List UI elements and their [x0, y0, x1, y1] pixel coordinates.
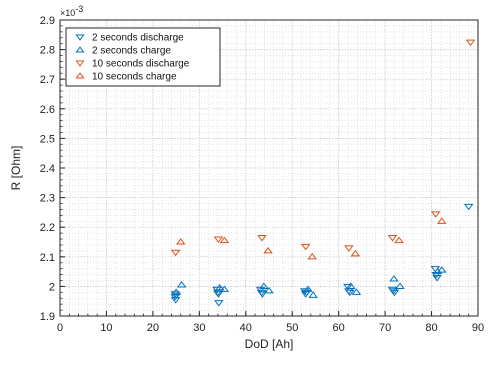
data-point-series-1 [463, 203, 474, 211]
data-point-series-2 [171, 288, 181, 295]
data-point-series-2 [351, 288, 362, 295]
data-point-series-2 [395, 282, 405, 289]
y-tick-label: 2 [49, 281, 55, 293]
x-tick-label: 30 [193, 322, 205, 334]
data-point-series-3 [300, 243, 311, 251]
data-point-series-3 [213, 236, 224, 243]
x-tick-label: 40 [240, 322, 252, 334]
data-point-series-1 [345, 289, 355, 297]
legend-marker [75, 60, 85, 67]
y-tick-label: 2.4 [40, 163, 55, 175]
data-point-series-1 [171, 292, 181, 300]
y-axis-exponent-power: -3 [75, 4, 83, 14]
y-tick-label: 1.9 [40, 311, 55, 323]
y-tick-label: 2.5 [40, 133, 55, 145]
legend-label: 2 seconds discharge [92, 33, 184, 44]
legend-marker [75, 46, 85, 53]
data-point-series-2 [389, 275, 399, 282]
data-point-series-4 [263, 246, 273, 254]
x-tick-label: 20 [147, 322, 159, 334]
data-point-series-1 [389, 289, 400, 297]
data-point-series-3 [257, 235, 267, 242]
data-point-series-2 [176, 281, 187, 288]
x-tick-label: 90 [472, 322, 484, 334]
legend-label: 2 seconds charge [92, 46, 171, 57]
y-tick-label: 2.2 [40, 222, 55, 234]
y-tick-label: 2.1 [40, 252, 55, 264]
y-tick-label: 2.6 [40, 104, 55, 116]
legend-marker [75, 72, 85, 79]
y-tick-label: 2.3 [40, 193, 55, 205]
data-point-series-1 [301, 289, 312, 297]
y-axis-exponent-base: ×10 [60, 8, 75, 18]
x-tick-label: 0 [57, 322, 63, 334]
data-point-series-2 [345, 282, 356, 289]
data-point-series-1 [257, 291, 268, 298]
x-tick-label: 70 [379, 322, 391, 334]
data-point-series-2 [436, 266, 447, 273]
data-point-series-2 [264, 286, 274, 294]
legend-label: 10 seconds charge [92, 72, 177, 83]
legend: 2 seconds discharge 2 seconds charge 10 se… [65, 27, 221, 87]
x-tick-label: 60 [333, 322, 345, 334]
x-tick-label: 80 [425, 322, 437, 334]
data-point-series-4 [175, 238, 186, 245]
data-point-series-1 [214, 300, 224, 307]
legend-label: 10 seconds discharge [92, 59, 190, 70]
data-point-series-4 [436, 217, 447, 224]
y-axis-exponent: ×10-3 [60, 4, 83, 18]
y-tick-label: 2.8 [40, 45, 55, 57]
data-point-series-2 [259, 282, 269, 289]
legend-box [65, 27, 221, 87]
data-point-series-2 [219, 285, 230, 292]
data-point-series-1 [432, 274, 442, 282]
data-point-series-3 [170, 249, 181, 257]
data-point-series-1 [213, 291, 224, 298]
data-point-series-3 [387, 235, 398, 242]
tick-layer [59, 19, 479, 317]
data-point-series-2 [308, 291, 318, 298]
x-axis-label: DoD [Ah] [245, 337, 294, 351]
data-point-series-2 [214, 283, 225, 291]
data-point-series-2 [303, 285, 313, 292]
tick-label-layer: 0 10 20 30 40 50 60 70 80 90 1.9 2 2.1 2.2 2.3 2.4 2.5 2.… [40, 15, 484, 334]
data-point-series-4 [350, 249, 361, 257]
data-point-series-3 [430, 211, 441, 218]
y-tick-label: 2.7 [40, 74, 55, 86]
data-point-series-2 [432, 267, 443, 275]
data-point-series-4 [394, 236, 404, 244]
data-point-series-4 [219, 236, 230, 244]
legend-items: 2 seconds discharge 2 seconds charge 10 se… [75, 33, 190, 83]
legend-marker [75, 34, 85, 41]
y-axis-label: R [Ohm] [9, 146, 23, 191]
y-tick-label: 2.9 [40, 15, 55, 27]
data-point-series-3 [344, 245, 354, 252]
data-point-series-4 [307, 252, 317, 260]
x-tick-label: 10 [100, 322, 112, 334]
points-layer [170, 39, 476, 307]
x-tick-label: 50 [286, 322, 298, 334]
data-point-series-1 [343, 283, 353, 291]
data-point-series-3 [465, 39, 476, 47]
